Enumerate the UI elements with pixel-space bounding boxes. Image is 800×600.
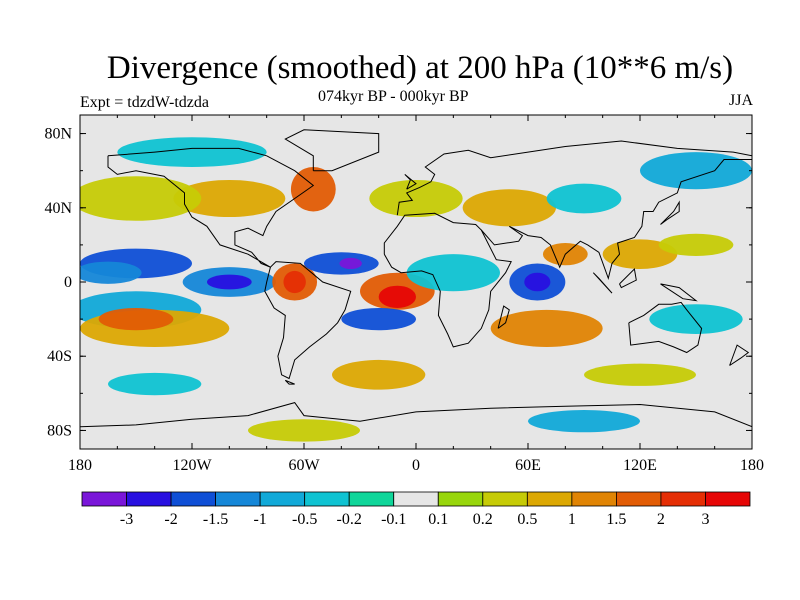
coastline (264, 261, 352, 380)
colorbar-swatch (616, 491, 662, 507)
colorbar-label: 0.5 (517, 511, 537, 528)
coastline (396, 140, 752, 216)
x-tick-label: 60E (515, 457, 541, 474)
field-blob (339, 257, 362, 270)
coastline (383, 212, 512, 348)
x-tick-label: 120W (172, 457, 212, 474)
colorbar-label: -0.2 (337, 511, 362, 528)
colorbar-swatch (571, 491, 617, 507)
coastline (660, 200, 680, 225)
colorbar-label: -0.1 (381, 511, 406, 528)
colorbar-label: 0.2 (473, 511, 493, 528)
colorbar-label: 2 (657, 511, 665, 528)
x-tick-label: 120E (623, 457, 657, 474)
field-blob (524, 272, 551, 292)
field-blob (649, 304, 743, 334)
colorbar-swatch (393, 491, 439, 507)
colorbar-swatch (215, 491, 261, 507)
y-tick-label: 80N (44, 126, 72, 143)
colorbar-label: -0.5 (292, 511, 317, 528)
coastline (619, 267, 637, 289)
field-blob (369, 179, 463, 218)
colorbar: -3 -2 -1.5 -1 -0.5 -0.2 -0.1 0.1 0.2 0.5 1 1.5 2 3 (81, 491, 751, 528)
coastline (660, 283, 698, 302)
field-blob (80, 261, 142, 284)
field-blob (378, 285, 417, 308)
field-blob (546, 183, 622, 214)
coastline (404, 174, 417, 190)
field-blob (490, 309, 603, 347)
y-axis: 80N 40N 0 40S 80S (44, 126, 752, 439)
y-tick-label: 0 (64, 274, 72, 291)
colorbar-swatch (437, 491, 484, 507)
chart-subtitle-period: 074kyr BP - 000kyr BP (318, 88, 469, 105)
y-tick-label: 40N (44, 200, 72, 217)
colorbar-swatch (705, 491, 751, 507)
coastline-layer (80, 129, 752, 428)
colorbar-label: -1.5 (203, 511, 228, 528)
field-blob (108, 372, 202, 396)
colorbar-swatch (482, 491, 528, 507)
colorbar-swatch (259, 491, 306, 507)
y-tick-label: 40S (47, 348, 72, 365)
field-blob (80, 176, 202, 221)
field-blob (406, 254, 501, 292)
field-blob (332, 359, 426, 390)
x-tick-label: 60W (288, 457, 320, 474)
x-tick-label: 0 (412, 457, 420, 474)
field-blob (640, 152, 752, 190)
field-blob (584, 363, 696, 386)
colorbar-swatch (348, 491, 395, 507)
field-blob (528, 410, 640, 433)
coastline (284, 379, 295, 385)
x-tick-label: 180 (740, 457, 764, 474)
field-blob (658, 233, 734, 257)
field-blob (341, 307, 416, 331)
colorbar-label: 1.5 (606, 511, 626, 528)
colorbar-label: -1 (253, 511, 266, 528)
x-tick-label: 180 (68, 457, 92, 474)
field-blob (248, 419, 360, 442)
coastline (628, 301, 703, 354)
field-blob (290, 166, 336, 212)
colorbar-label: -3 (120, 511, 133, 528)
colorbar-swatch (126, 491, 172, 507)
colorbar-label: -2 (164, 511, 177, 528)
coastline (497, 305, 510, 329)
x-axis: 180 120W 60W 0 60E 120E 180 (68, 115, 764, 474)
colorbar-label: 1 (568, 511, 576, 528)
colorbar-swatch (81, 491, 127, 507)
y-tick-label: 80S (47, 422, 72, 439)
chart-title: Divergence (smoothed) at 200 hPa (10**6 … (106, 50, 734, 86)
coastline (80, 402, 752, 428)
chart-subtitle-experiment: Expt = tdzdW-tdzda (80, 94, 209, 111)
coastline (729, 344, 750, 366)
colorbar-swatch (526, 491, 573, 507)
colorbar-label: 0.1 (428, 511, 448, 528)
coastline (107, 147, 315, 268)
coastline (284, 129, 380, 172)
field-blob (117, 137, 267, 167)
field-blob (602, 239, 678, 270)
field-blob (206, 274, 252, 290)
field-blob (283, 270, 306, 294)
field-blob (173, 179, 286, 218)
chart-subtitle-season: JJA (728, 92, 753, 109)
divergence-field (80, 115, 752, 449)
colorbar-label: 3 (701, 511, 709, 528)
colorbar-swatch (170, 491, 216, 507)
field-blob (462, 189, 556, 227)
colorbar-swatch (660, 491, 706, 507)
colorbar-swatch (304, 491, 350, 507)
coastline (592, 272, 613, 294)
coastline (480, 159, 752, 281)
field-blob (98, 307, 174, 331)
